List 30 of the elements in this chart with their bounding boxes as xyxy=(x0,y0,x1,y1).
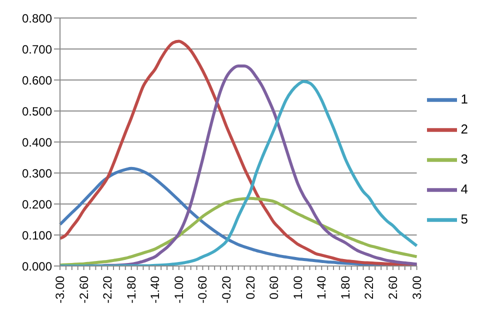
x-tick-label: 1.00 xyxy=(290,276,305,300)
x-tick-label: -3.00 xyxy=(53,276,67,304)
legend-label: 4 xyxy=(460,181,468,196)
x-tick-label: 0.60 xyxy=(267,276,282,300)
legend-label: 3 xyxy=(460,151,468,166)
x-tick-label: -0.20 xyxy=(219,276,234,304)
y-tick-label: 0.700 xyxy=(22,42,52,56)
x-tick-label: 0.20 xyxy=(243,276,258,300)
y-tick-label: 0.200 xyxy=(22,197,52,212)
y-tick-label: 0.800 xyxy=(22,11,52,26)
y-tick-label: 0.000 xyxy=(22,259,52,274)
y-tick-label: 0.100 xyxy=(22,228,52,242)
x-tick-label: 1.40 xyxy=(314,276,329,300)
legend-label: 1 xyxy=(460,91,468,106)
y-tick-label: 0.300 xyxy=(22,166,52,180)
x-tick-label: 1.80 xyxy=(338,276,352,300)
legend-label: 2 xyxy=(460,121,468,136)
x-tick-label: 2.60 xyxy=(386,276,400,300)
x-tick-label: -0.60 xyxy=(196,276,210,304)
x-tick-label: -1.00 xyxy=(172,276,186,304)
y-tick-label: 0.600 xyxy=(22,73,52,88)
x-tick-label: 2.20 xyxy=(362,276,376,300)
x-tick-label: -1.80 xyxy=(124,276,138,304)
y-tick-label: 0.500 xyxy=(22,104,52,118)
x-tick-label: 3.00 xyxy=(410,276,424,300)
x-tick-label: -2.20 xyxy=(100,276,115,304)
y-tick-label: 0.400 xyxy=(22,135,52,150)
x-tick-label: -2.60 xyxy=(76,276,91,304)
legend-label: 5 xyxy=(460,211,468,226)
x-tick-label: -1.40 xyxy=(148,276,162,304)
